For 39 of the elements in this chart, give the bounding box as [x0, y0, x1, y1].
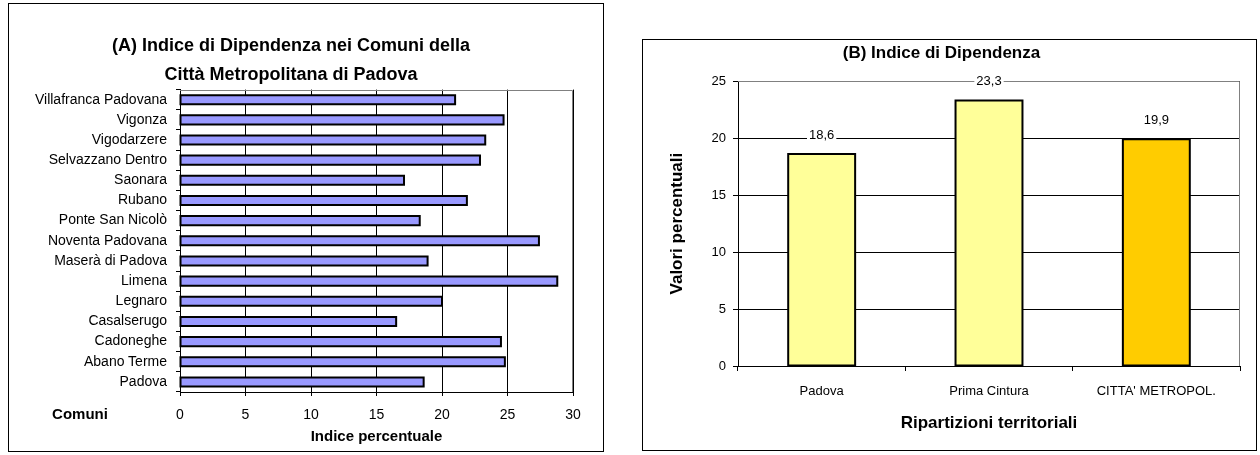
y-tick-label: Vigodarzere [91, 130, 168, 147]
x-axis-title: Ripartizioni territoriali [900, 413, 1078, 433]
y-tick-label: 5 [718, 300, 726, 316]
x-tick-label: 30 [565, 406, 581, 423]
data-label: 19,9 [1143, 111, 1169, 127]
x-tick-label: 25 [499, 406, 516, 423]
chart-title: (B) Indice di Dipendenza [842, 43, 1041, 63]
data-label: 18,6 [809, 126, 835, 142]
x-tick-label: 10 [303, 406, 319, 423]
y-tick-label: Casalserugo [88, 312, 168, 329]
y-tick-label: Maserà di Padova [54, 251, 168, 268]
y-tick-label: Abano Terme [83, 352, 168, 369]
x-tick-label: 15 [368, 406, 385, 423]
y-tick-label: Rubano [117, 191, 168, 208]
y-axis-title: Valori percentuali [666, 152, 686, 295]
y-tick-label: 10 [711, 243, 726, 259]
y-tick-label: Saonara [114, 171, 168, 188]
y-tick-label: Cadoneghe [94, 332, 168, 349]
chart-title: (A) Indice di Dipendenza nei Comuni della Città Metropolitana di Padova [111, 35, 471, 85]
y-tick-label: Villafranca Padovana [34, 90, 168, 107]
y-tick-label: Ponte San Nicolò [58, 211, 168, 228]
y-tick-label: Legnaro [115, 292, 168, 309]
x-tick-label: Prima Cintura [949, 383, 1030, 399]
x-tick-label: 5 [241, 406, 250, 423]
y-tick-label: Vigonza [116, 110, 168, 127]
y-tick-label: 25 [711, 72, 726, 88]
y-tick-label: 20 [711, 129, 726, 145]
x-axis-title: Indice percentuale [310, 427, 443, 445]
x-tick-label: CITTA' METROPOL. [1096, 383, 1216, 399]
y-tick-label: Selvazzano Dentro [48, 151, 168, 168]
x-tick-label: 0 [176, 406, 185, 423]
y-tick-label: 0 [718, 357, 726, 373]
y-tick-label: Limena [121, 271, 168, 288]
y-tick-label: Noventa Padovana [47, 231, 168, 248]
x-tick-label: Padova [799, 383, 845, 399]
y-tick-label: 15 [711, 186, 726, 202]
y-axis-title: Comuni [52, 404, 108, 422]
x-tick-label: 20 [434, 406, 450, 423]
data-label: 23,3 [976, 73, 1002, 89]
